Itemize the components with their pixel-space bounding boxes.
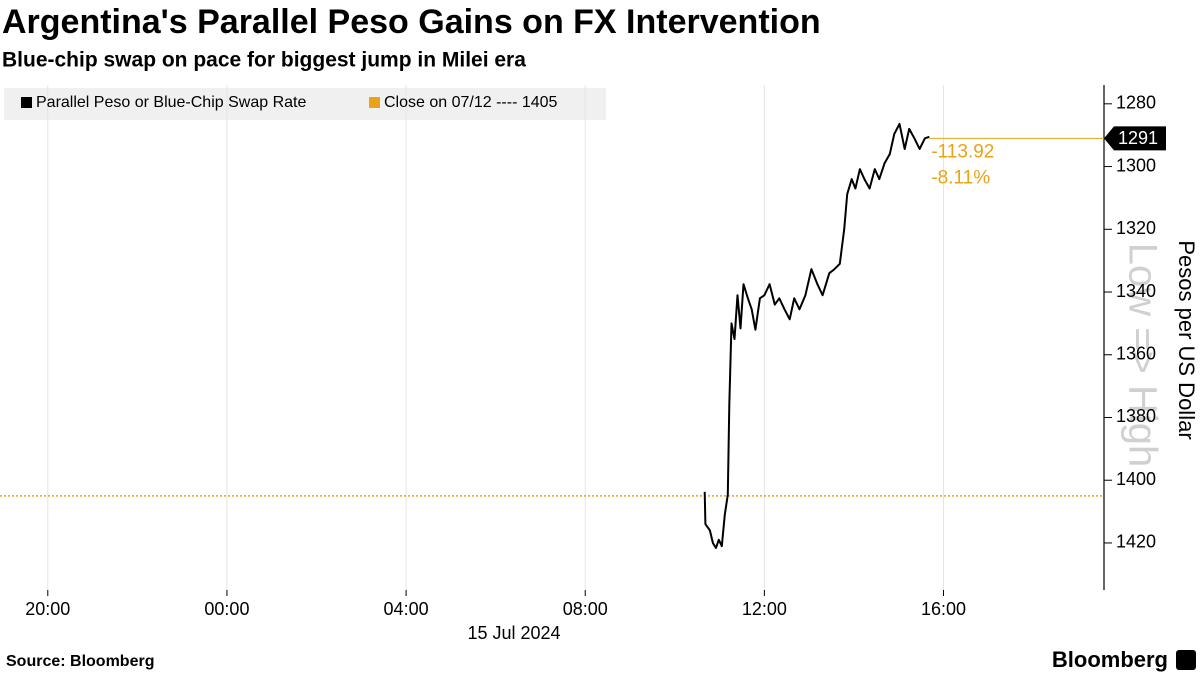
chart-title: Argentina's Parallel Peso Gains on FX In…: [2, 3, 821, 41]
legend-label: Parallel Peso or Blue-Chip Swap Rate: [36, 94, 306, 111]
y-tick-label: 1300: [1116, 155, 1156, 175]
x-tick-label: 00:00: [204, 599, 249, 619]
brand-icon: [1176, 650, 1196, 670]
watermark: Low => High: [1120, 243, 1164, 468]
legend-swatch: [21, 97, 32, 108]
annotation: -8.11%: [931, 167, 990, 188]
legend-label: Close on 07/12 ---- 1405: [384, 94, 558, 111]
brand: Bloomberg: [1052, 647, 1168, 672]
x-tick-label: 12:00: [742, 599, 787, 619]
date-label: 15 Jul 2024: [467, 623, 560, 643]
last-value-label: 1291: [1118, 128, 1158, 148]
legend-swatch: [369, 97, 380, 108]
y-tick-label: 1380: [1116, 406, 1156, 426]
y-tick-label: 1360: [1116, 344, 1156, 364]
chart-subtitle: Blue-chip swap on pace for biggest jump …: [2, 49, 526, 72]
y-tick-label: 1420: [1116, 532, 1156, 552]
x-tick-label: 16:00: [921, 599, 966, 619]
source: Source: Bloomberg: [6, 653, 154, 670]
last-value-box: [1104, 126, 1166, 151]
y-axis-label: Pesos per US Dollar: [1174, 240, 1199, 439]
y-tick-label: 1280: [1116, 93, 1156, 113]
y-tick-label: 1320: [1116, 218, 1156, 238]
x-tick-label: 04:00: [384, 599, 429, 619]
legend-box: [4, 88, 606, 120]
y-tick-label: 1400: [1116, 469, 1156, 489]
annotation: -113.92: [931, 141, 994, 162]
series-line: [703, 122, 930, 549]
x-tick-label: 20:00: [25, 599, 70, 619]
y-tick-label: 1340: [1116, 281, 1156, 301]
x-tick-label: 08:00: [563, 599, 608, 619]
